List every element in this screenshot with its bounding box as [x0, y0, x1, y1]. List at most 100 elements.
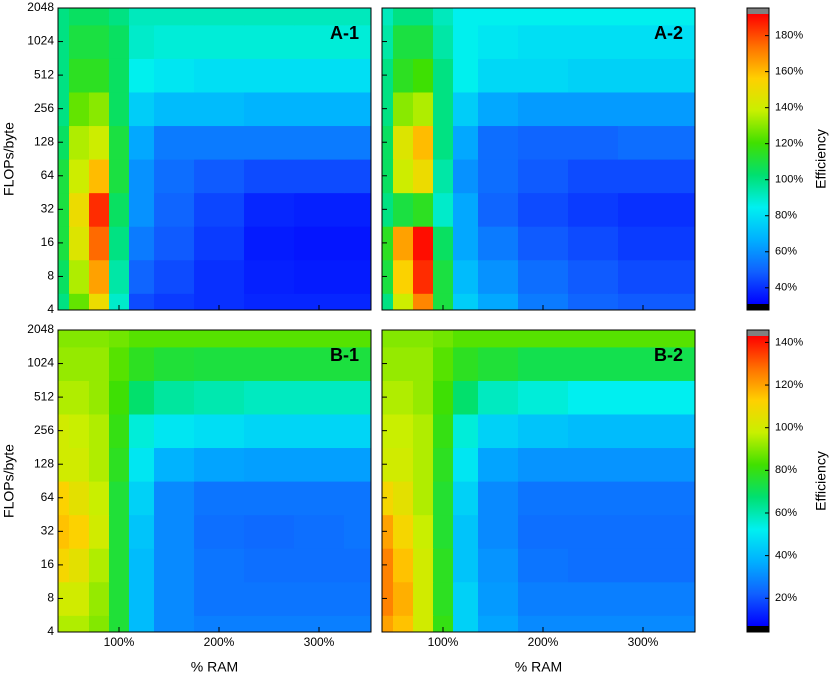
heat-cell: [668, 548, 695, 583]
heat-cell: [89, 548, 110, 583]
heat-cell: [58, 293, 70, 310]
heat-cell: [618, 514, 669, 549]
heat-cell: [478, 346, 519, 381]
colorbar-tick-label: 40%: [775, 550, 797, 562]
heat-cell: [568, 330, 619, 348]
heat-cell: [453, 380, 479, 415]
y-tick-label: 32: [41, 524, 55, 538]
heat-cell: [433, 481, 454, 516]
heat-cell: [393, 192, 414, 227]
heat-cell: [393, 514, 414, 549]
heat-cell: [453, 481, 479, 516]
heat-cell: [69, 330, 90, 348]
heat-cell: [58, 346, 70, 381]
colorbar: [747, 336, 769, 626]
heat-cell: [433, 125, 454, 160]
heat-cell: [194, 24, 245, 59]
heat-cell: [58, 380, 70, 415]
heat-cell: [294, 346, 345, 381]
heat-cell: [294, 192, 345, 227]
heat-cell: [618, 413, 669, 449]
heat-cell: [668, 413, 695, 449]
heat-cell: [453, 514, 479, 549]
heat-cell: [194, 125, 245, 160]
heat-cell: [518, 192, 569, 227]
heat-cell: [58, 192, 70, 227]
y-tick-label: 1024: [27, 356, 54, 370]
heat-cell: [109, 192, 130, 227]
heat-cell: [194, 91, 245, 127]
heat-cell: [393, 330, 414, 348]
plot-frame: [57, 7, 372, 311]
colorbar-frame: [746, 329, 770, 633]
heat-cell: [244, 125, 295, 160]
heat-cell: [478, 380, 519, 415]
heat-cell: [453, 330, 479, 348]
heat-cell: [478, 91, 519, 127]
heat-cell: [154, 514, 195, 549]
heat-cell: [89, 192, 110, 227]
heat-cell: [344, 159, 371, 194]
y-tick-label: 512: [34, 389, 54, 403]
x-tick-label: 300%: [628, 635, 659, 649]
y-tick-label: 64: [41, 490, 55, 504]
heat-cell: [568, 514, 619, 549]
heat-cell: [244, 447, 295, 482]
heat-cell: [568, 259, 619, 294]
heat-cell: [618, 24, 669, 59]
colorbar-tick-label: 100%: [775, 174, 803, 186]
heat-cell: [518, 58, 569, 93]
heat-cell: [433, 192, 454, 227]
y-tick-label: 1024: [27, 34, 54, 48]
heat-cell: [69, 346, 90, 381]
heat-cell: [109, 481, 130, 516]
heat-cell: [568, 581, 619, 616]
heat-cell: [478, 581, 519, 616]
heat-cell: [344, 24, 371, 59]
heat-cell: [294, 259, 345, 294]
heat-cell: [344, 259, 371, 294]
heat-cell: [109, 91, 130, 127]
heat-cell: [453, 125, 479, 160]
heat-cell: [433, 24, 454, 59]
heat-cell: [413, 91, 434, 127]
heat-cell: [668, 615, 695, 632]
heat-cell: [478, 58, 519, 93]
heat-cell: [69, 125, 90, 160]
heat-cell: [89, 226, 110, 261]
heat-cell: [129, 615, 155, 632]
heat-cell: [568, 192, 619, 227]
heat-cell: [413, 330, 434, 348]
heat-cell: [154, 8, 195, 26]
heat-cell: [478, 447, 519, 482]
heat-cell: [618, 615, 669, 632]
y-tick-label: 256: [34, 101, 54, 115]
heat-cell: [568, 615, 619, 632]
heat-cell: [668, 8, 695, 26]
heat-cell: [668, 192, 695, 227]
heat-cell: [344, 447, 371, 482]
heat-cell: [668, 514, 695, 549]
heat-cell: [433, 91, 454, 127]
heat-cell: [58, 91, 70, 127]
heat-cell: [154, 226, 195, 261]
heat-cell: [668, 125, 695, 160]
heat-cell: [453, 58, 479, 93]
heat-cell: [89, 346, 110, 381]
heat-cell: [413, 380, 434, 415]
heat-cell: [69, 615, 90, 632]
heat-cell: [618, 91, 669, 127]
heat-cell: [154, 548, 195, 583]
heat-cell: [294, 380, 345, 415]
heat-cell: [433, 447, 454, 482]
heat-cell: [244, 581, 295, 616]
heat-cell: [344, 330, 371, 348]
heat-cell: [194, 259, 245, 294]
heat-cell: [294, 447, 345, 482]
heat-cell: [518, 24, 569, 59]
heat-cell: [413, 413, 434, 449]
heat-cell: [618, 581, 669, 616]
heat-cell: [109, 514, 130, 549]
heat-cell: [478, 514, 519, 549]
heat-cell: [344, 58, 371, 93]
